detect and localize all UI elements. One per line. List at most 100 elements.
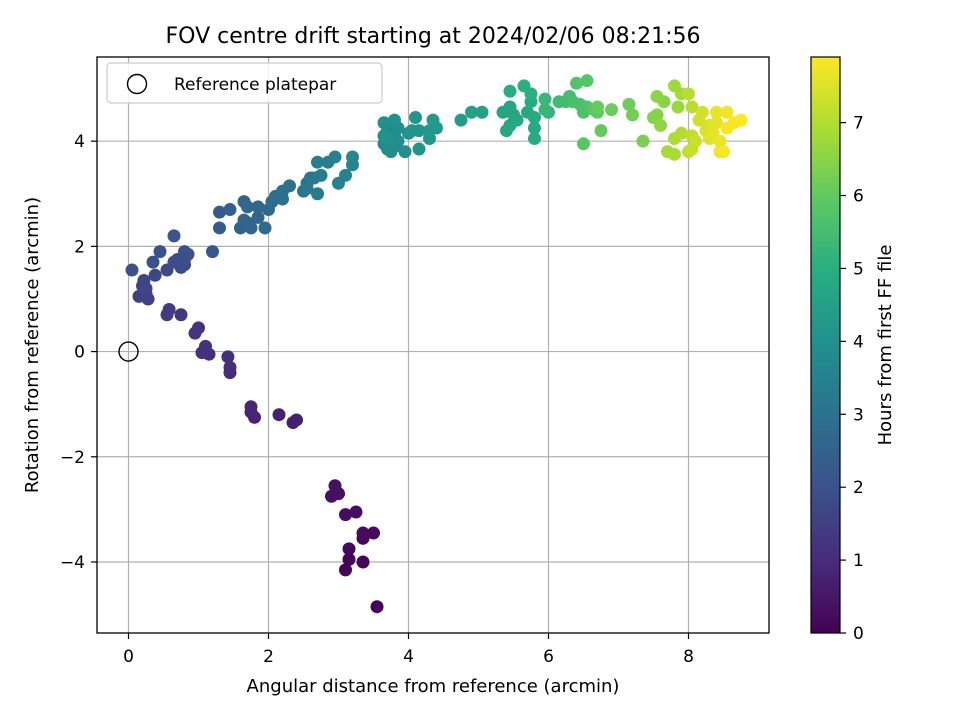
- data-point: [423, 132, 436, 146]
- data-point: [528, 110, 541, 124]
- data-point: [682, 87, 695, 101]
- data-point: [244, 400, 258, 414]
- data-point: [538, 92, 552, 106]
- data-point: [339, 508, 352, 522]
- x-axis-ticks: 0 2 4 6 8: [123, 633, 694, 667]
- data-point: [342, 542, 356, 556]
- data-point: [391, 134, 405, 148]
- y-tick-label: 0: [74, 343, 85, 363]
- legend-entry-reference: Reference platepar: [174, 75, 336, 95]
- data-point: [685, 100, 699, 114]
- data-point: [356, 555, 370, 569]
- data-point: [339, 168, 352, 182]
- data-point: [412, 124, 426, 138]
- data-point: [244, 221, 258, 235]
- data-point: [570, 76, 583, 90]
- data-point: [153, 245, 167, 259]
- data-point: [300, 182, 314, 196]
- data-point: [412, 142, 426, 156]
- legend-box: [106, 62, 383, 104]
- colorbar-tick-label: 0: [853, 624, 864, 644]
- data-point: [328, 150, 342, 164]
- colorbar-tick-label: 2: [853, 478, 864, 498]
- colorbar-tick-label: 6: [853, 187, 864, 207]
- data-point: [221, 350, 235, 364]
- data-point: [139, 281, 153, 295]
- data-point: [675, 126, 688, 140]
- colorbar-tick-label: 4: [853, 332, 864, 352]
- data-point: [605, 103, 618, 117]
- data-point: [339, 563, 352, 577]
- data-point: [475, 105, 489, 119]
- data-point: [538, 103, 552, 117]
- data-point: [346, 150, 359, 164]
- data-point: [199, 339, 212, 353]
- data-point: [181, 247, 195, 261]
- data-point: [283, 179, 296, 193]
- data-point: [689, 134, 702, 148]
- data-point: [188, 326, 202, 340]
- data-point: [272, 408, 286, 422]
- data-point: [251, 200, 265, 214]
- data-point: [388, 113, 401, 127]
- data-point: [580, 74, 594, 88]
- data-point: [671, 100, 685, 114]
- x-tick-label: 6: [543, 647, 554, 667]
- colorbar-tick-label: 1: [853, 551, 864, 571]
- data-point: [377, 116, 391, 130]
- data-point: [290, 413, 303, 427]
- data-point: [223, 203, 237, 217]
- data-point: [311, 187, 324, 201]
- y-axis-ticks: −4 −2 0 2 4: [60, 132, 97, 573]
- data-point: [500, 124, 513, 138]
- data-point: [384, 145, 398, 159]
- data-point: [717, 145, 730, 159]
- data-point: [636, 134, 650, 148]
- data-point: [650, 108, 664, 122]
- data-point: [381, 132, 394, 146]
- data-point: [654, 118, 667, 132]
- colorbar-tick-label: 3: [853, 405, 864, 425]
- x-tick-label: 0: [123, 647, 134, 667]
- data-point: [626, 108, 639, 122]
- data-point: [594, 124, 608, 138]
- colorbar-tick-label: 5: [853, 259, 864, 279]
- data-point: [710, 116, 723, 130]
- data-point: [146, 255, 160, 269]
- legend: Reference platepar: [106, 62, 383, 104]
- data-point: [409, 110, 422, 124]
- data-point: [528, 132, 541, 146]
- data-point: [591, 100, 604, 114]
- y-tick-label: −4: [60, 553, 85, 573]
- reference-point-marker: [118, 341, 139, 362]
- data-point: [223, 360, 237, 374]
- data-point: [650, 89, 664, 103]
- y-tick-label: 2: [74, 237, 85, 257]
- data-point: [328, 479, 342, 493]
- y-axis-label: Rotation from reference (arcmin): [22, 197, 43, 493]
- colorbar-tick-label: 7: [853, 114, 864, 134]
- data-points: [125, 74, 748, 614]
- data-point: [251, 210, 265, 224]
- data-point: [734, 113, 748, 127]
- data-point: [720, 105, 734, 119]
- data-point: [342, 552, 356, 566]
- data-point: [696, 105, 709, 119]
- data-point: [167, 229, 181, 243]
- data-point: [710, 105, 723, 119]
- data-point: [167, 255, 181, 269]
- data-point: [367, 526, 380, 540]
- data-point: [258, 221, 272, 235]
- x-axis-label: Angular distance from reference (arcmin): [247, 676, 620, 697]
- x-tick-label: 8: [683, 647, 694, 667]
- x-tick-label: 2: [263, 647, 274, 667]
- x-tick-label: 4: [403, 647, 414, 667]
- data-point: [213, 205, 226, 219]
- data-point: [398, 145, 412, 159]
- data-point: [370, 600, 384, 614]
- data-point: [241, 200, 254, 214]
- data-point: [311, 155, 324, 169]
- data-point: [577, 137, 590, 151]
- y-tick-label: 4: [74, 132, 85, 152]
